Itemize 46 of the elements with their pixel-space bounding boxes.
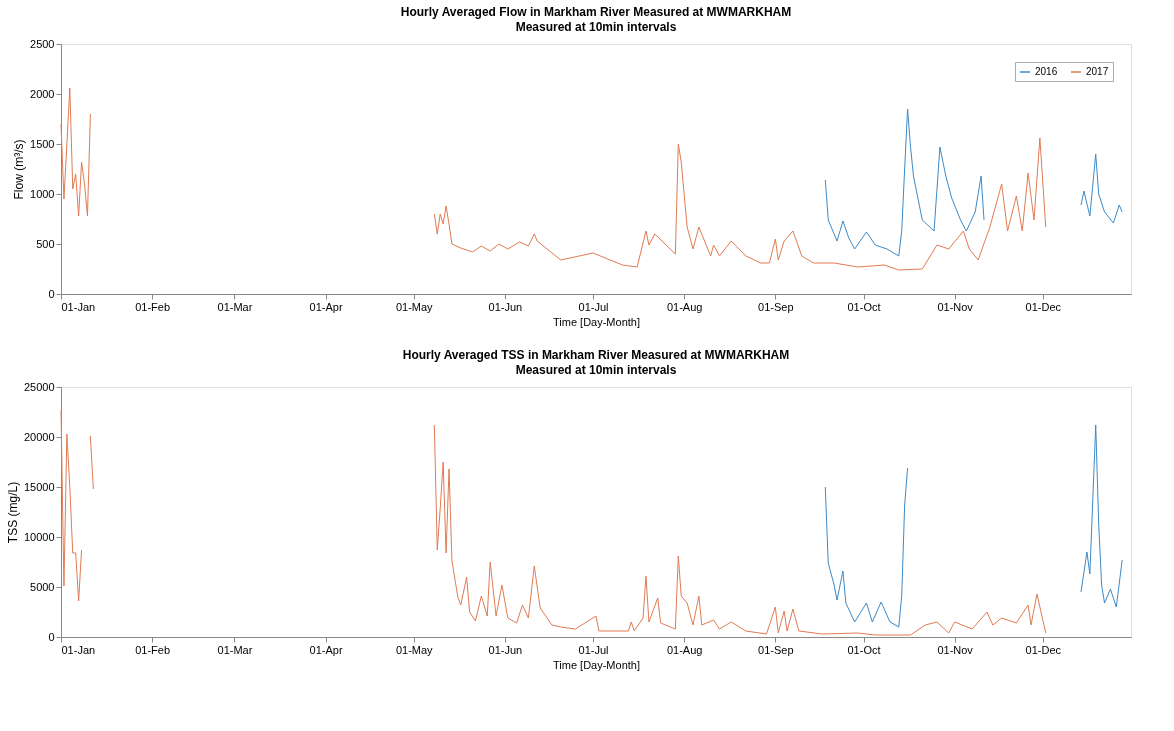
x-tick-label: 01-Aug [666,643,703,656]
y-tick-label: 0 [48,630,55,643]
y-tick-label: 1500 [30,137,55,150]
x-tick-label: 01-Jul [578,643,609,656]
y-tick-label: 15000 [23,480,55,493]
x-tick-label: 01-Mar [217,643,253,656]
x-tick-label: 01-Aug [666,300,703,313]
y-tick-label: 2000 [30,87,55,100]
x-tick-label: 01-Jun [488,643,523,656]
x-tick-label: 01-Dec [1025,300,1062,313]
x-tick-label: 01-Jun [488,300,523,313]
y-tick-label: 10000 [23,530,55,543]
y-tick-label: 20000 [23,430,55,443]
x-tick-label: 01-Nov [937,643,974,656]
y-tick-label: 5000 [30,580,55,593]
x-tick-label: 01-Apr [309,300,343,313]
x-tick-label: 01-Jan [61,643,96,656]
x-tick-label: 01-Sep [758,643,794,656]
x-tick-label: 01-Feb [135,643,171,656]
y-tick-label: 500 [36,237,55,250]
y-tick-label: 1000 [30,187,55,200]
x-axis-title: Time [Day-Month] [552,658,641,671]
y-axis-title: Flow (m³/s) [12,139,27,200]
x-tick-label: 01-Mar [217,300,253,313]
x-tick-label: 01-May [395,643,434,656]
x-tick-label: 01-Oct [847,643,881,656]
x-tick-label: 01-Jan [61,300,96,313]
x-axis-title: Time [Day-Month] [552,315,641,328]
chart-title: Hourly Averaged TSS in Markham River Measured at MWMARKHAM [402,348,790,362]
x-tick-label: 01-Nov [937,300,974,313]
x-tick-label: 01-May [395,300,434,313]
chart-subtitle: Measured at 10min intervals [515,363,677,377]
y-tick-label: 2500 [30,37,55,50]
x-tick-label: 01-Sep [758,300,794,313]
x-tick-label: 01-Feb [135,300,171,313]
legend-label: 2016 [1035,66,1058,77]
x-tick-label: 01-Apr [309,643,343,656]
x-tick-label: 01-Jul [578,300,609,313]
chart-title: Hourly Averaged Flow in Markham River Measured at MWMARKHAM [400,5,792,19]
legend-label: 2017 [1086,66,1109,77]
x-tick-label: 01-Oct [847,300,881,313]
y-tick-label: 25000 [23,380,55,393]
x-tick-label: 01-Dec [1025,643,1062,656]
y-axis-title: TSS (mg/L) [5,481,20,544]
y-tick-label: 0 [48,287,55,300]
chart-subtitle: Measured at 10min intervals [515,20,677,34]
